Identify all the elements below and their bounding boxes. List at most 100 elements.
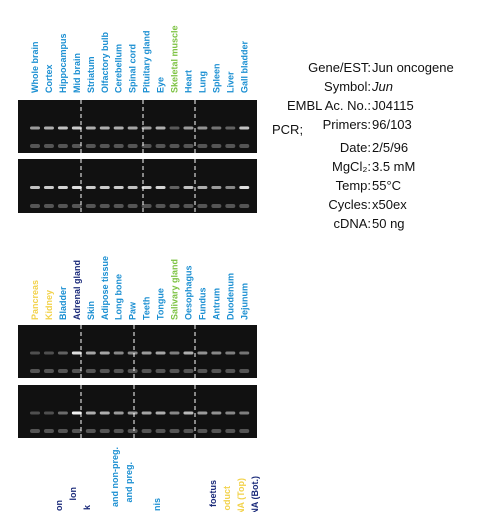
gel-band — [71, 126, 82, 130]
lane-label: Oesophagus — [183, 265, 193, 320]
primer-band — [99, 204, 110, 208]
gel-band — [169, 126, 180, 130]
info-value: 55°C — [372, 178, 401, 193]
info-value: 50 ng — [372, 216, 405, 231]
primer-band — [197, 144, 208, 148]
gel-band — [43, 411, 54, 415]
gel-band — [57, 126, 68, 130]
primer-band — [43, 144, 54, 148]
gel-band — [30, 351, 40, 355]
lane-label: foetus — [208, 480, 218, 507]
gel-band — [155, 186, 166, 189]
lane-label: Skeletal muscle — [170, 25, 180, 93]
info-value: 2/5/96 — [372, 140, 408, 155]
gel-band — [113, 411, 124, 415]
gel-band — [30, 411, 40, 415]
lane-label: Olfactory bulb — [100, 31, 110, 93]
gel-band — [99, 186, 110, 189]
primer-band — [155, 429, 166, 433]
gel-band — [183, 126, 194, 130]
primer-band — [127, 429, 138, 433]
primer-band — [71, 144, 82, 148]
primer-band — [99, 144, 110, 148]
primer-band — [155, 144, 166, 148]
primer-band — [43, 369, 54, 373]
lane-label: Cerebellum — [114, 44, 124, 93]
gel-band — [99, 351, 110, 355]
gel-band — [211, 126, 222, 130]
lane-label: and preg. — [124, 462, 134, 503]
gel-band — [155, 126, 166, 130]
primer-band — [57, 204, 68, 208]
lane-label: Adipose tissue — [100, 256, 110, 320]
lane-label: and non-preg. — [110, 447, 120, 507]
gel-band — [197, 411, 208, 415]
gel-band — [127, 411, 138, 415]
gel-band — [113, 351, 124, 355]
gel-band — [183, 351, 194, 355]
primer-band — [30, 204, 40, 208]
info-label: Primers: — [323, 117, 371, 132]
gel-band — [239, 126, 250, 130]
lane-label: Spinal cord — [128, 44, 138, 93]
lane-label: Mid brain — [72, 53, 82, 93]
primer-band — [211, 204, 222, 208]
gel-band — [113, 186, 124, 189]
lane-label: Liver — [225, 71, 235, 93]
primer-band — [183, 369, 194, 373]
lane-label: Fundus — [197, 288, 207, 321]
primer-band — [225, 144, 236, 148]
primer-band — [71, 204, 82, 208]
gel-band — [43, 126, 54, 130]
info-value: 3.5 mM — [372, 159, 415, 174]
primer-band — [197, 204, 208, 208]
primer-band — [183, 429, 194, 433]
info-value: x50ex — [372, 197, 407, 212]
lane-label: nis — [152, 498, 162, 511]
primer-band — [211, 369, 222, 373]
gel-band — [197, 186, 208, 189]
gel-band — [169, 411, 180, 415]
info-label: Cycles: — [328, 197, 371, 212]
primer-band — [99, 429, 110, 433]
gel-band — [71, 411, 82, 415]
primer-band — [127, 144, 138, 148]
primer-band — [169, 204, 180, 208]
gel-band — [57, 186, 68, 189]
gel-band — [71, 351, 82, 355]
primer-band — [197, 429, 208, 433]
gel-image — [18, 385, 257, 438]
lane-label: Skin — [86, 301, 96, 320]
info-value: J04115 — [372, 98, 414, 113]
info-value: Jun oncogene — [372, 60, 454, 75]
info-label: MgCl₂: — [332, 159, 371, 174]
lane-label: Long bone — [114, 274, 124, 320]
info-label: EMBL Ac. No.: — [287, 98, 371, 113]
lane-label: Teeth — [142, 297, 152, 320]
info-label: Date: — [340, 140, 371, 155]
lane-label: Duodenum — [225, 273, 235, 320]
primer-band — [113, 204, 124, 208]
gel-band — [43, 351, 54, 355]
primer-band — [155, 204, 166, 208]
gel-band — [99, 411, 110, 415]
gel-band — [197, 351, 208, 355]
primer-band — [141, 144, 152, 148]
lane-label: Eye — [156, 77, 166, 93]
lane-label: Lung — [197, 71, 207, 93]
lane-label: NA (Top) — [236, 478, 246, 512]
lane-label: Gall bladder — [239, 40, 249, 93]
primer-band — [99, 369, 110, 373]
lane-label: Antrum — [211, 288, 221, 320]
gel-band — [169, 186, 180, 189]
gel-band — [183, 411, 194, 415]
primer-band — [239, 429, 250, 433]
primer-band — [113, 144, 124, 148]
primer-band — [225, 204, 236, 208]
gel-band — [169, 351, 180, 355]
primer-band — [169, 429, 180, 433]
primer-band — [141, 204, 152, 208]
lane-label: Salivary gland — [170, 259, 180, 320]
primer-band — [57, 429, 68, 433]
primer-band — [169, 369, 180, 373]
